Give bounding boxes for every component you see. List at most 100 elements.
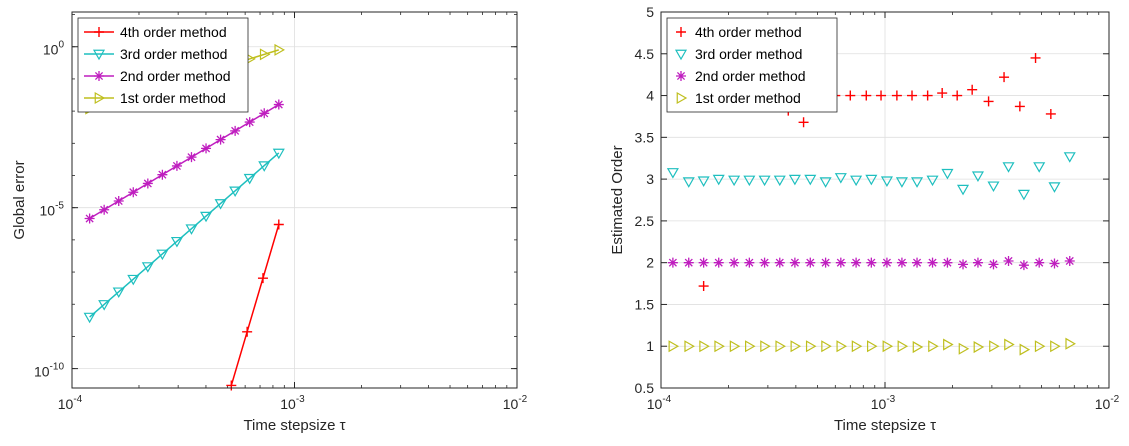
y-tick-label: 4.5	[635, 46, 655, 62]
data-point	[943, 338, 954, 351]
data-point	[257, 273, 268, 284]
y-tick-label: 1.5	[635, 296, 655, 312]
data-point	[83, 312, 96, 324]
data-point	[258, 161, 271, 172]
legend-label: 4th order method	[120, 24, 227, 40]
data-point	[971, 171, 984, 182]
data-point	[876, 90, 887, 101]
data-point	[684, 340, 695, 353]
data-point	[1034, 340, 1046, 353]
y-tick-label: 5	[646, 4, 654, 20]
data-point	[775, 340, 786, 353]
data-point	[820, 257, 831, 268]
data-point	[127, 274, 140, 286]
legend-marker	[676, 71, 686, 81]
data-point	[729, 340, 741, 353]
data-point	[850, 175, 863, 187]
data-point	[912, 341, 924, 354]
data-point	[214, 199, 227, 210]
data-point	[698, 281, 709, 292]
data-point	[171, 160, 182, 171]
data-point	[989, 340, 1000, 353]
data-point	[229, 186, 242, 198]
data-point	[836, 340, 848, 353]
y-tick-label: 3.5	[635, 129, 655, 145]
data-point	[1045, 108, 1056, 119]
data-point	[937, 88, 948, 99]
data-point	[895, 177, 908, 188]
data-point	[244, 117, 255, 128]
data-point	[1014, 101, 1025, 112]
data-point	[758, 175, 771, 187]
legend-marker	[92, 49, 106, 61]
data-point	[773, 175, 786, 187]
x-tick-label: 10-3	[871, 394, 896, 412]
data-point	[667, 257, 678, 268]
legend-entry-2nd-order-method: 2nd order method	[84, 68, 231, 84]
data-point	[1064, 255, 1075, 266]
data-point	[226, 380, 237, 391]
data-point	[156, 249, 169, 261]
data-point	[973, 341, 985, 354]
data-point	[215, 134, 226, 145]
y-tick-labels: 10-10 10-5 100	[34, 40, 64, 380]
data-point	[866, 340, 878, 353]
data-point	[743, 175, 756, 187]
data-point	[274, 43, 286, 56]
data-point	[141, 262, 154, 273]
data-point	[259, 108, 270, 119]
y-axis-label: Global error	[11, 160, 28, 239]
legend-entry-2nd-order-method: 2nd order method	[676, 68, 806, 84]
x-minor-ticks	[138, 12, 508, 388]
data-point	[272, 148, 285, 160]
y-axis-label: Estimated Order	[609, 145, 626, 254]
legend-entry-1st-order-method: 1st order method	[84, 90, 226, 106]
data-point	[760, 340, 771, 353]
data-point	[911, 177, 924, 188]
data-point	[1050, 340, 1061, 353]
estimated-order-panel: 10-4 10-3 10-2 0.5 1 1.5 2 2.5 3 3.5 4 4.5 5 Time ste…	[609, 4, 1120, 434]
data-point	[242, 326, 253, 337]
data-point	[759, 257, 770, 268]
data-point	[851, 340, 863, 353]
data-point	[912, 257, 923, 268]
series-3rd-order-method	[666, 152, 1076, 201]
data-point	[729, 257, 740, 268]
data-point	[84, 213, 95, 224]
data-point	[845, 90, 856, 101]
data-point	[259, 48, 271, 61]
data-point	[907, 90, 918, 101]
x-tick-label: 10-4	[647, 394, 672, 412]
data-point	[201, 143, 212, 154]
y-tick-label: 0.5	[635, 380, 655, 396]
data-point	[157, 169, 168, 180]
data-point	[834, 173, 847, 184]
data-point	[1004, 338, 1015, 351]
data-point	[788, 174, 801, 186]
global-error-panel: 10-4 10-3 10-2 10-10 10-5 100 Time stepsize τ G…	[11, 11, 528, 434]
data-point	[804, 174, 817, 186]
data-point	[683, 257, 694, 268]
data-point	[927, 257, 938, 268]
x-tick-label: 10-2	[1095, 394, 1120, 412]
y-tick-labels: 0.5 1 1.5 2 2.5 3 3.5 4 4.5 5	[635, 4, 655, 396]
data-point	[713, 257, 724, 268]
series-4th-order-method	[226, 219, 284, 391]
data-point	[1049, 258, 1060, 269]
legend-label: 3rd order method	[120, 46, 227, 62]
data-point	[851, 257, 862, 268]
data-point	[1030, 52, 1041, 63]
data-point	[1048, 182, 1061, 193]
data-point	[958, 342, 970, 355]
x-tick-label: 10-3	[280, 394, 305, 412]
data-point	[698, 257, 709, 268]
data-point	[891, 90, 902, 101]
data-point	[967, 84, 978, 95]
x-tick-labels: 10-4 10-3 10-2	[58, 394, 528, 412]
data-point	[798, 117, 809, 128]
data-point	[668, 340, 680, 353]
data-point	[682, 177, 695, 188]
legend-marker	[674, 49, 688, 61]
data-point	[805, 257, 816, 268]
